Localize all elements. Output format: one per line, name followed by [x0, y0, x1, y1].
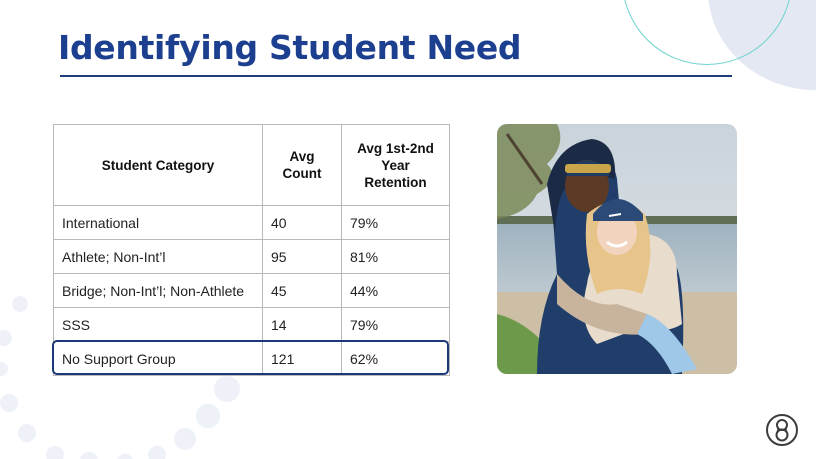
decorative-dot: [80, 452, 98, 459]
decorative-dot: [0, 330, 12, 346]
slide-title: Identifying Student Need: [58, 28, 522, 67]
table-row: SSS 14 79%: [53, 307, 450, 342]
cell-category: No Support Group: [53, 341, 263, 376]
cell-count: 95: [262, 239, 342, 274]
cell-count: 14: [262, 307, 342, 342]
cell-retention: 44%: [341, 273, 450, 308]
title-underline: [60, 75, 732, 77]
cell-category: International: [53, 205, 263, 240]
header-avg-retention: Avg 1st-2nd Year Retention: [341, 124, 450, 206]
header-avg-count: Avg Count: [262, 124, 342, 206]
cell-category: Bridge; Non-Int’l; Non-Athlete: [53, 273, 263, 308]
cell-count: 121: [262, 341, 342, 376]
cell-retention: 79%: [341, 307, 450, 342]
table-row: Athlete; Non-Int’l 95 81%: [53, 239, 450, 274]
header-student-category: Student Category: [53, 124, 263, 206]
cell-retention: 62%: [341, 341, 450, 376]
cell-count: 45: [262, 273, 342, 308]
table-row-highlighted: No Support Group 121 62%: [53, 341, 450, 376]
cell-count: 40: [262, 205, 342, 240]
decorative-dot: [116, 454, 134, 459]
cell-retention: 79%: [341, 205, 450, 240]
decorative-dot: [148, 446, 166, 459]
student-need-table: Student Category Avg Count Avg 1st-2nd Y…: [53, 124, 450, 376]
table-row: Bridge; Non-Int’l; Non-Athlete 45 44%: [53, 273, 450, 308]
table-row: International 40 79%: [53, 205, 450, 240]
cell-category: SSS: [53, 307, 263, 342]
two-students-photo: [497, 124, 737, 374]
cell-category: Athlete; Non-Int’l: [53, 239, 263, 274]
cell-retention: 81%: [341, 239, 450, 274]
decorative-dot: [18, 424, 36, 442]
table-header-row: Student Category Avg Count Avg 1st-2nd Y…: [53, 124, 450, 206]
decorative-dot: [0, 362, 8, 376]
decorative-dot: [12, 296, 28, 312]
decorative-dot: [0, 394, 18, 412]
brand-logo-icon: [766, 414, 798, 446]
decorative-dot: [46, 446, 64, 459]
decorative-dot: [174, 428, 196, 450]
decorative-dot: [214, 376, 240, 402]
decorative-dot: [196, 404, 220, 428]
